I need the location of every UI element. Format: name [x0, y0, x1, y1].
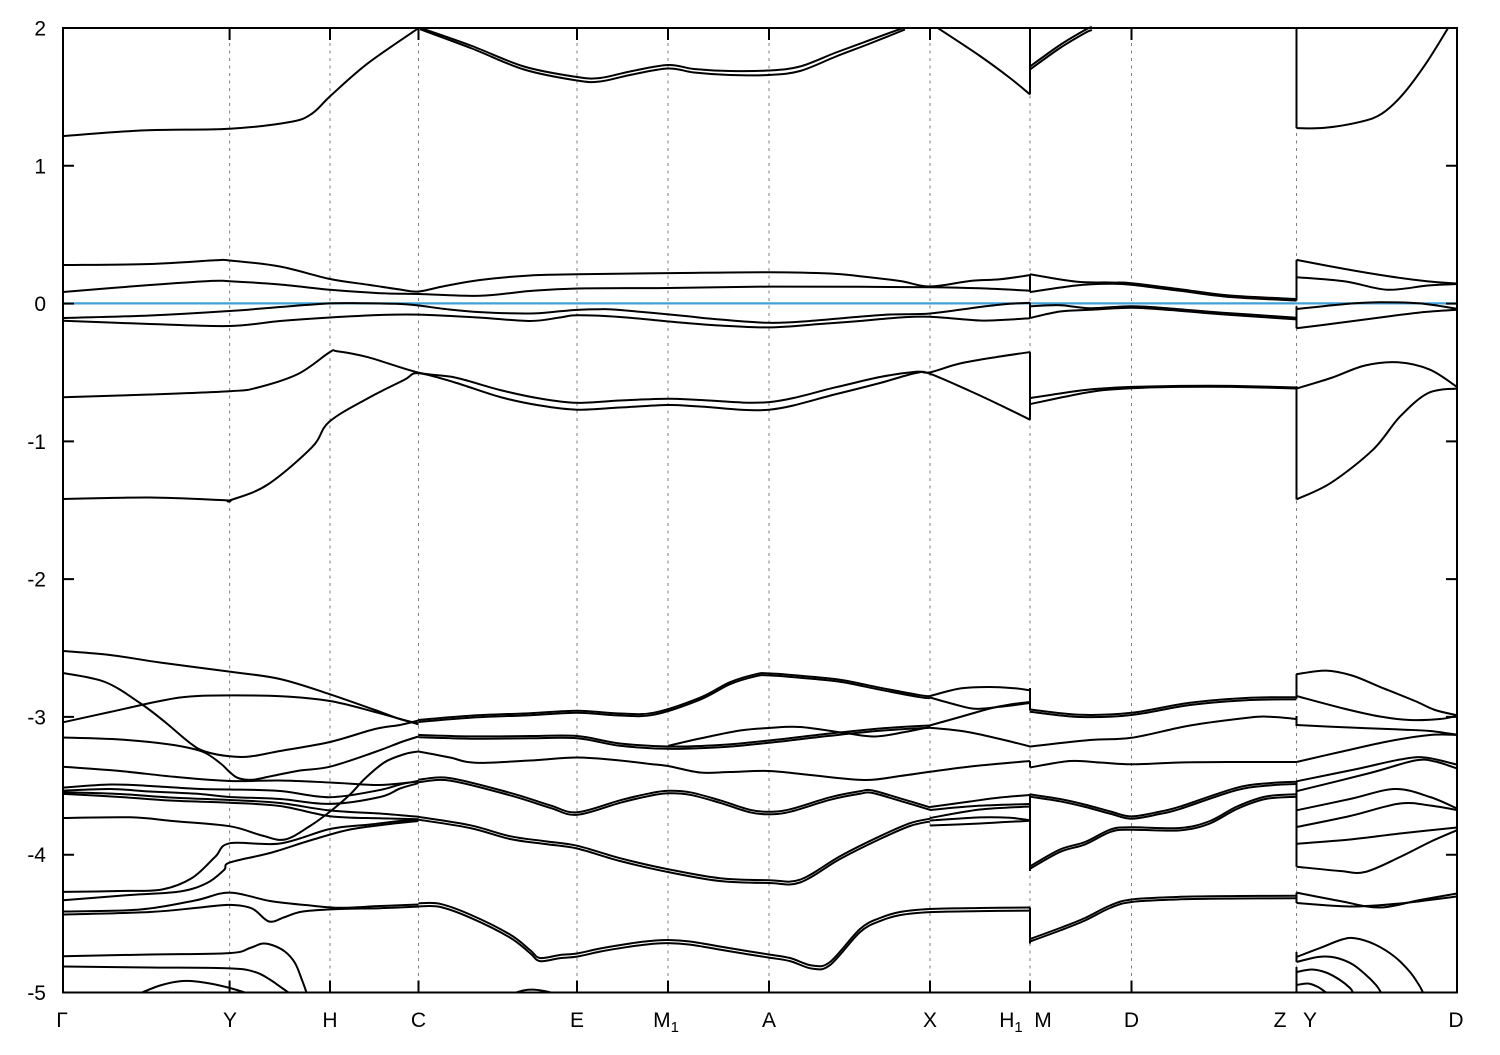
svg-text:-3: -3 — [27, 706, 46, 729]
svg-text:-2: -2 — [27, 569, 46, 592]
svg-text:M: M — [1034, 1009, 1052, 1032]
svg-text:C: C — [411, 1009, 426, 1032]
svg-text:-4: -4 — [27, 844, 46, 867]
svg-text:M1: M1 — [653, 1009, 679, 1036]
svg-text:D: D — [1448, 1009, 1463, 1032]
svg-text:A: A — [762, 1009, 776, 1032]
svg-text:Z: Z — [1274, 1009, 1287, 1032]
svg-text:E: E — [570, 1009, 584, 1032]
svg-text:2: 2 — [34, 18, 46, 41]
svg-text:D: D — [1124, 1009, 1139, 1032]
svg-text:Γ: Γ — [56, 1009, 68, 1032]
svg-text:0: 0 — [34, 293, 46, 316]
svg-text:Y: Y — [223, 1009, 237, 1032]
svg-text:-5: -5 — [27, 982, 46, 1005]
svg-text:1: 1 — [34, 155, 46, 178]
svg-text:Y: Y — [1303, 1009, 1317, 1032]
svg-text:H: H — [322, 1009, 337, 1032]
svg-text:X: X — [923, 1009, 937, 1032]
svg-text:-1: -1 — [27, 431, 46, 454]
